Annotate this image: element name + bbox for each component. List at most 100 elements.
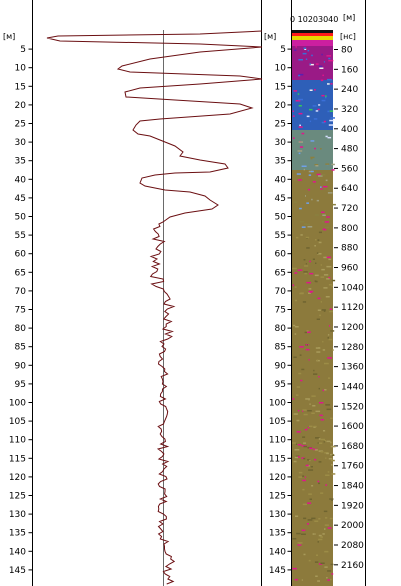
radargram-speckle [328, 458, 333, 460]
radargram-speckle [316, 173, 322, 176]
radargram-speckle [299, 146, 304, 148]
radargram-speckle [320, 174, 326, 176]
radargram-speckle [298, 152, 301, 155]
radargram-speckle [322, 74, 324, 77]
right-depth-tick-label: 140 [269, 547, 286, 557]
radargram-speckle [294, 456, 298, 459]
left-depth-tick-label: 90 [15, 361, 27, 371]
radargram-speckle [320, 186, 322, 188]
radargram-speckle [295, 515, 299, 517]
radargram-speckle [306, 344, 308, 346]
radargram-speckle [293, 413, 298, 415]
radargram-speckle [315, 63, 319, 65]
radargram-speckle [306, 331, 311, 333]
radargram-speckle [307, 188, 311, 191]
radargram-speckle [309, 272, 314, 275]
radargram-speckle [307, 502, 312, 504]
radargram-speckle [298, 59, 303, 61]
radargram-speckle [301, 226, 306, 228]
radargram-speckle [298, 476, 302, 478]
radargram-speckle [317, 239, 320, 241]
radargram-speckle [315, 280, 318, 283]
left-depth-tick-label: 130 [9, 510, 26, 520]
radargram-speckle [321, 211, 325, 213]
radargram-speckle [323, 274, 329, 276]
radargram-speckle [302, 479, 306, 482]
radargram-speckle [318, 387, 320, 390]
right-depth-tick-label: 125 [269, 492, 286, 502]
radargram-speckle [292, 137, 295, 139]
radargram-speckle [305, 263, 307, 265]
radargram-speckle [322, 389, 325, 392]
radargram-speckle [316, 199, 319, 202]
radargram-speckle [292, 567, 297, 570]
radargram-speckle [314, 164, 319, 166]
radargram-speckle [323, 120, 326, 123]
radargram-speckle [318, 65, 323, 68]
radargram-speckle [325, 517, 328, 519]
radargram-speckle [317, 580, 320, 582]
radargram-speckle [327, 110, 330, 113]
radargram-speckle [326, 577, 328, 579]
radargram-speckle [330, 330, 335, 332]
radargram-speckle [308, 290, 314, 293]
radargram-speckle [293, 179, 297, 182]
radargram-speckle [295, 455, 300, 458]
right-depth-tick-label: 55 [275, 231, 286, 241]
right-depth-tick-label: 5 [280, 45, 286, 55]
radargram-speckle [305, 236, 310, 239]
radargram-speckle [309, 89, 313, 91]
radargram-speckle [327, 357, 332, 359]
radargram-speckle [297, 150, 303, 152]
radargram-speckle [315, 110, 319, 112]
radargram-speckle [314, 274, 319, 277]
radargram-speckle [307, 519, 313, 521]
radargram-speckle [294, 333, 297, 335]
right-depth-tick-label: 15 [275, 82, 286, 92]
radargram-speckle [331, 285, 333, 288]
radargram-speckle [309, 120, 312, 123]
left-depth-tick-label: 55 [15, 231, 26, 241]
time-tick-label: 720 [341, 204, 358, 214]
time-tick-label: 480 [341, 145, 358, 155]
radargram-speckle [329, 119, 334, 122]
right-depth-tick-label: 65 [275, 268, 286, 278]
radargram-speckle [323, 287, 328, 289]
time-tick-label: 1040 [341, 283, 364, 293]
radargram-speckle [311, 54, 313, 57]
right-depth-tick-label: 85 [275, 343, 286, 353]
radargram-speckle [327, 136, 332, 139]
left-depth-tick-label: 75 [15, 306, 26, 316]
radargram-speckle [325, 163, 330, 165]
radargram-speckle [326, 452, 329, 455]
radargram-speckle [309, 63, 314, 66]
radargram-speckle [317, 541, 319, 543]
radargram-speckle [314, 449, 318, 451]
radargram-speckle [315, 575, 318, 577]
right-depth-tick-label: 75 [275, 306, 286, 316]
left-depth-tick-label: 25 [15, 120, 26, 130]
left-depth-tick-label: 15 [15, 82, 26, 92]
radargram-speckle [331, 169, 335, 171]
radargram-speckle [306, 247, 310, 249]
left-depth-tick-label: 140 [9, 547, 26, 557]
radargram-speckle [306, 330, 309, 332]
right-depth-tick-label: 50 [275, 213, 287, 223]
radargram-speckle [292, 398, 295, 400]
radargram-speckle [309, 425, 313, 428]
radargram-speckle [294, 272, 298, 274]
radargram-speckle [315, 347, 321, 349]
radargram-speckle [304, 272, 307, 275]
radargram-speckle [329, 110, 334, 112]
radargram-speckle [320, 79, 324, 82]
radargram-speckle [314, 214, 319, 216]
radargram-speckle [319, 314, 321, 317]
radargram-speckle [300, 234, 303, 236]
radargram-speckle [303, 271, 308, 273]
radargram-speckle [318, 538, 323, 541]
radargram-speckle [294, 299, 297, 302]
radargram-speckle [327, 334, 330, 336]
radargram-speckle [302, 410, 304, 412]
radargram-speckle [308, 292, 311, 294]
radargram-speckle [306, 202, 309, 204]
